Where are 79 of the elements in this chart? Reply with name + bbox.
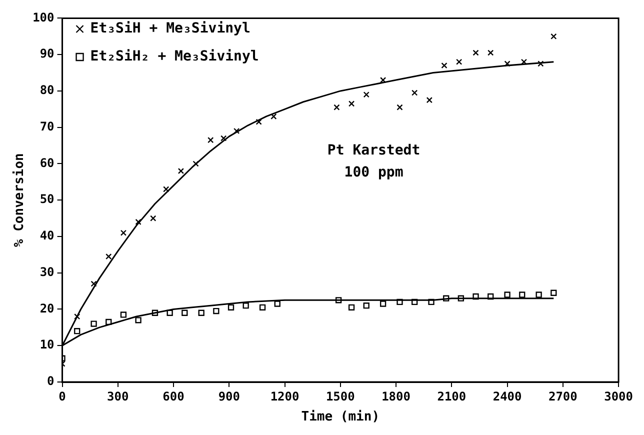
point <box>208 137 214 144</box>
point <box>426 96 432 104</box>
point <box>90 320 97 327</box>
point <box>106 253 112 260</box>
point <box>550 33 557 40</box>
point <box>90 280 97 287</box>
point <box>120 230 127 236</box>
point <box>182 310 188 316</box>
x-tick-label: 2100 <box>437 389 466 404</box>
point <box>163 186 170 192</box>
x-tick-label: 2400 <box>492 389 522 404</box>
point <box>363 92 370 98</box>
point <box>270 113 277 120</box>
point <box>536 292 542 298</box>
point <box>472 50 479 56</box>
point <box>120 312 127 318</box>
x-tick-label: 3000 <box>604 389 634 404</box>
y-axis-title: % Conversion <box>12 153 28 248</box>
point <box>198 310 204 316</box>
point <box>488 50 494 56</box>
point <box>396 298 403 306</box>
x-tick-label: 1800 <box>382 389 410 404</box>
y-tick-label: 40 <box>40 228 54 243</box>
annotation: Pt Karstedt <box>327 142 420 159</box>
legend-label: Et₂SiH₂ + Me₃Sivinyl <box>90 48 259 65</box>
point <box>334 104 340 110</box>
point <box>213 308 220 314</box>
point <box>441 62 448 69</box>
point <box>348 304 355 310</box>
point <box>458 295 464 302</box>
point <box>335 297 342 304</box>
y-tick-label: 10 <box>40 338 54 352</box>
point <box>380 76 386 84</box>
annotation: 100 ppm <box>344 164 404 181</box>
point <box>259 304 266 310</box>
point <box>106 318 112 326</box>
point <box>135 218 142 226</box>
point <box>519 292 526 298</box>
x-tick-label: 1200 <box>270 389 300 404</box>
x-tick-label: 2700 <box>548 389 578 404</box>
point <box>242 302 249 309</box>
x-tick-label: 300 <box>107 389 129 404</box>
y-tick-label: 60 <box>40 156 54 170</box>
point <box>456 58 462 65</box>
point <box>228 304 234 310</box>
y-tick-label: 30 <box>40 264 54 279</box>
point <box>550 290 557 296</box>
x-tick-label: 600 <box>162 389 184 404</box>
point <box>135 317 142 324</box>
y-tick-label: 0 <box>47 374 54 388</box>
point <box>220 135 227 142</box>
point <box>488 293 494 300</box>
x-tick-label: 0 <box>58 389 66 404</box>
point <box>274 300 280 307</box>
point <box>363 302 370 309</box>
y-tick-label: 80 <box>40 83 54 98</box>
y-tick-label: 50 <box>40 192 54 206</box>
x-axis-title: Time (min) <box>301 410 380 425</box>
point <box>443 295 450 302</box>
x-tick-label: 900 <box>218 389 240 404</box>
x-tick-label: 1500 <box>326 389 355 404</box>
y-tick-label: 70 <box>40 119 54 134</box>
y-tick-label: 90 <box>40 46 54 61</box>
point <box>412 298 418 306</box>
point <box>348 100 355 107</box>
point <box>396 104 403 110</box>
point <box>412 90 418 96</box>
point <box>150 215 156 222</box>
point <box>166 310 173 316</box>
legend-label: Et₃SiH + Me₃Sivinyl <box>90 20 250 37</box>
point <box>428 298 434 306</box>
point <box>380 300 386 307</box>
y-tick-label: 100 <box>32 10 54 24</box>
point <box>74 328 80 334</box>
y-tick-label: 20 <box>40 301 54 316</box>
point <box>152 310 158 316</box>
point <box>178 168 184 174</box>
point <box>504 292 510 298</box>
point <box>472 293 479 300</box>
